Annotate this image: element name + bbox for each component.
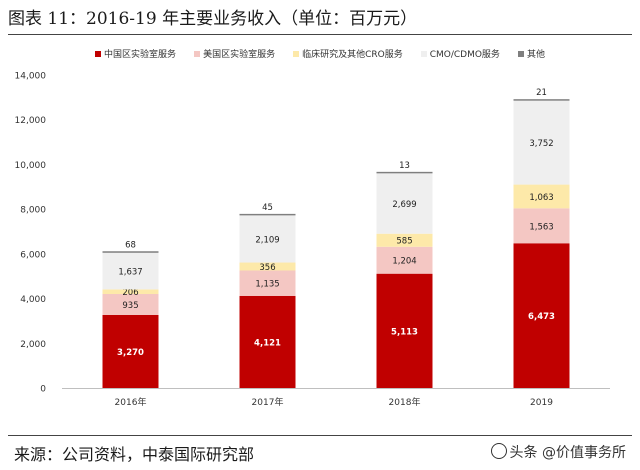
y-tick-label: 10,000	[15, 161, 47, 171]
legend-item: CMO/CDMO服务	[420, 47, 500, 60]
data-label: 5,113	[391, 327, 418, 337]
data-label: 356	[259, 263, 275, 273]
bar-segment	[239, 295, 296, 388]
chart-legend: 中国区实验室服务 美国区实验室服务 临床研究及其他CRO服务 CMO/CDMO服务 其他	[0, 47, 640, 60]
bar-segment	[513, 100, 570, 185]
bottom-rule	[8, 435, 632, 436]
bar-segment	[513, 99, 570, 101]
data-label: 2,109	[255, 235, 279, 245]
bar-segment	[102, 289, 159, 294]
bar-segment	[102, 314, 159, 388]
legend-swatch	[517, 51, 524, 57]
legend-label: 中国区实验室服务	[104, 50, 177, 60]
x-tick-label: 2017年	[252, 396, 284, 408]
bar-segment	[513, 243, 570, 388]
y-tick-label: 14,000	[15, 72, 47, 82]
legend-swatch	[420, 51, 427, 57]
top-rule	[8, 34, 632, 35]
data-label: 6,473	[528, 312, 555, 322]
data-label: 1,135	[255, 280, 279, 290]
legend-item: 中国区实验室服务	[95, 47, 176, 60]
y-tick-label: 4,000	[20, 295, 46, 305]
bar-segment	[239, 213, 296, 216]
x-tick-label: 2019	[530, 398, 553, 408]
data-label: 4,121	[254, 338, 281, 348]
watermark: 头条 @价值事务所	[490, 442, 626, 462]
data-label: 45	[262, 203, 273, 213]
data-label: 68	[125, 240, 136, 250]
x-tick-label: 2018年	[389, 396, 421, 408]
legend-item: 美国区实验室服务	[194, 47, 275, 60]
legend-swatch	[95, 51, 102, 57]
y-tick-label: 2,000	[20, 340, 46, 350]
data-label: 21	[536, 88, 547, 98]
bar-segment	[102, 251, 159, 253]
legend-swatch	[293, 51, 300, 57]
data-label: 1,563	[529, 222, 553, 232]
data-label: 3,752	[529, 139, 553, 149]
figure-title: 图表 11：2016-19 年主要业务收入（单位：百万元）	[8, 9, 418, 29]
data-label: 1,063	[529, 193, 553, 203]
legend-item: 其他	[517, 47, 545, 60]
bar-segment	[513, 208, 570, 244]
bar-segment	[376, 273, 433, 388]
data-label: 935	[122, 301, 138, 311]
bar-segment	[239, 262, 296, 271]
y-tick-label: 0	[40, 385, 46, 395]
y-tick-label: 6,000	[20, 250, 46, 260]
bar-segment	[376, 171, 433, 174]
source-note: 来源：公司资料，中泰国际研究部	[14, 445, 255, 464]
bar-segment	[102, 293, 159, 315]
watermark-text: 头条 @价值事务所	[509, 445, 626, 461]
bar-segment	[102, 252, 159, 290]
legend-item: 临床研究及其他CRO服务	[293, 47, 403, 60]
bar-segment	[239, 215, 296, 263]
data-label: 3,270	[117, 348, 144, 358]
stacked-bar-chart: 0 2,000 4,000 6,000 8,000 10,000 12,000 14,000 3…	[15, 72, 610, 408]
bar-segment	[376, 173, 433, 234]
y-tick-label: 8,000	[20, 206, 46, 216]
data-label: 13	[399, 161, 410, 171]
data-label: 1,637	[118, 268, 142, 278]
legend-label: 美国区实验室服务	[203, 50, 276, 60]
legend-swatch	[194, 51, 201, 57]
legend-label: 其他	[526, 50, 545, 60]
data-label: 585	[396, 237, 412, 247]
bar-segment	[239, 270, 296, 296]
bar-segment	[376, 233, 433, 247]
bar-segment	[376, 246, 433, 274]
data-label: 206	[122, 288, 138, 298]
legend-label: 临床研究及其他CRO服务	[302, 50, 403, 60]
data-label: 2,699	[392, 200, 416, 210]
bar-segment	[513, 184, 570, 209]
data-label: 1,204	[392, 257, 416, 267]
x-tick-label: 2016年	[115, 396, 147, 408]
legend-label: CMO/CDMO服务	[429, 50, 500, 60]
y-tick-label: 12,000	[15, 116, 47, 126]
watermark-logo-icon	[490, 443, 507, 459]
